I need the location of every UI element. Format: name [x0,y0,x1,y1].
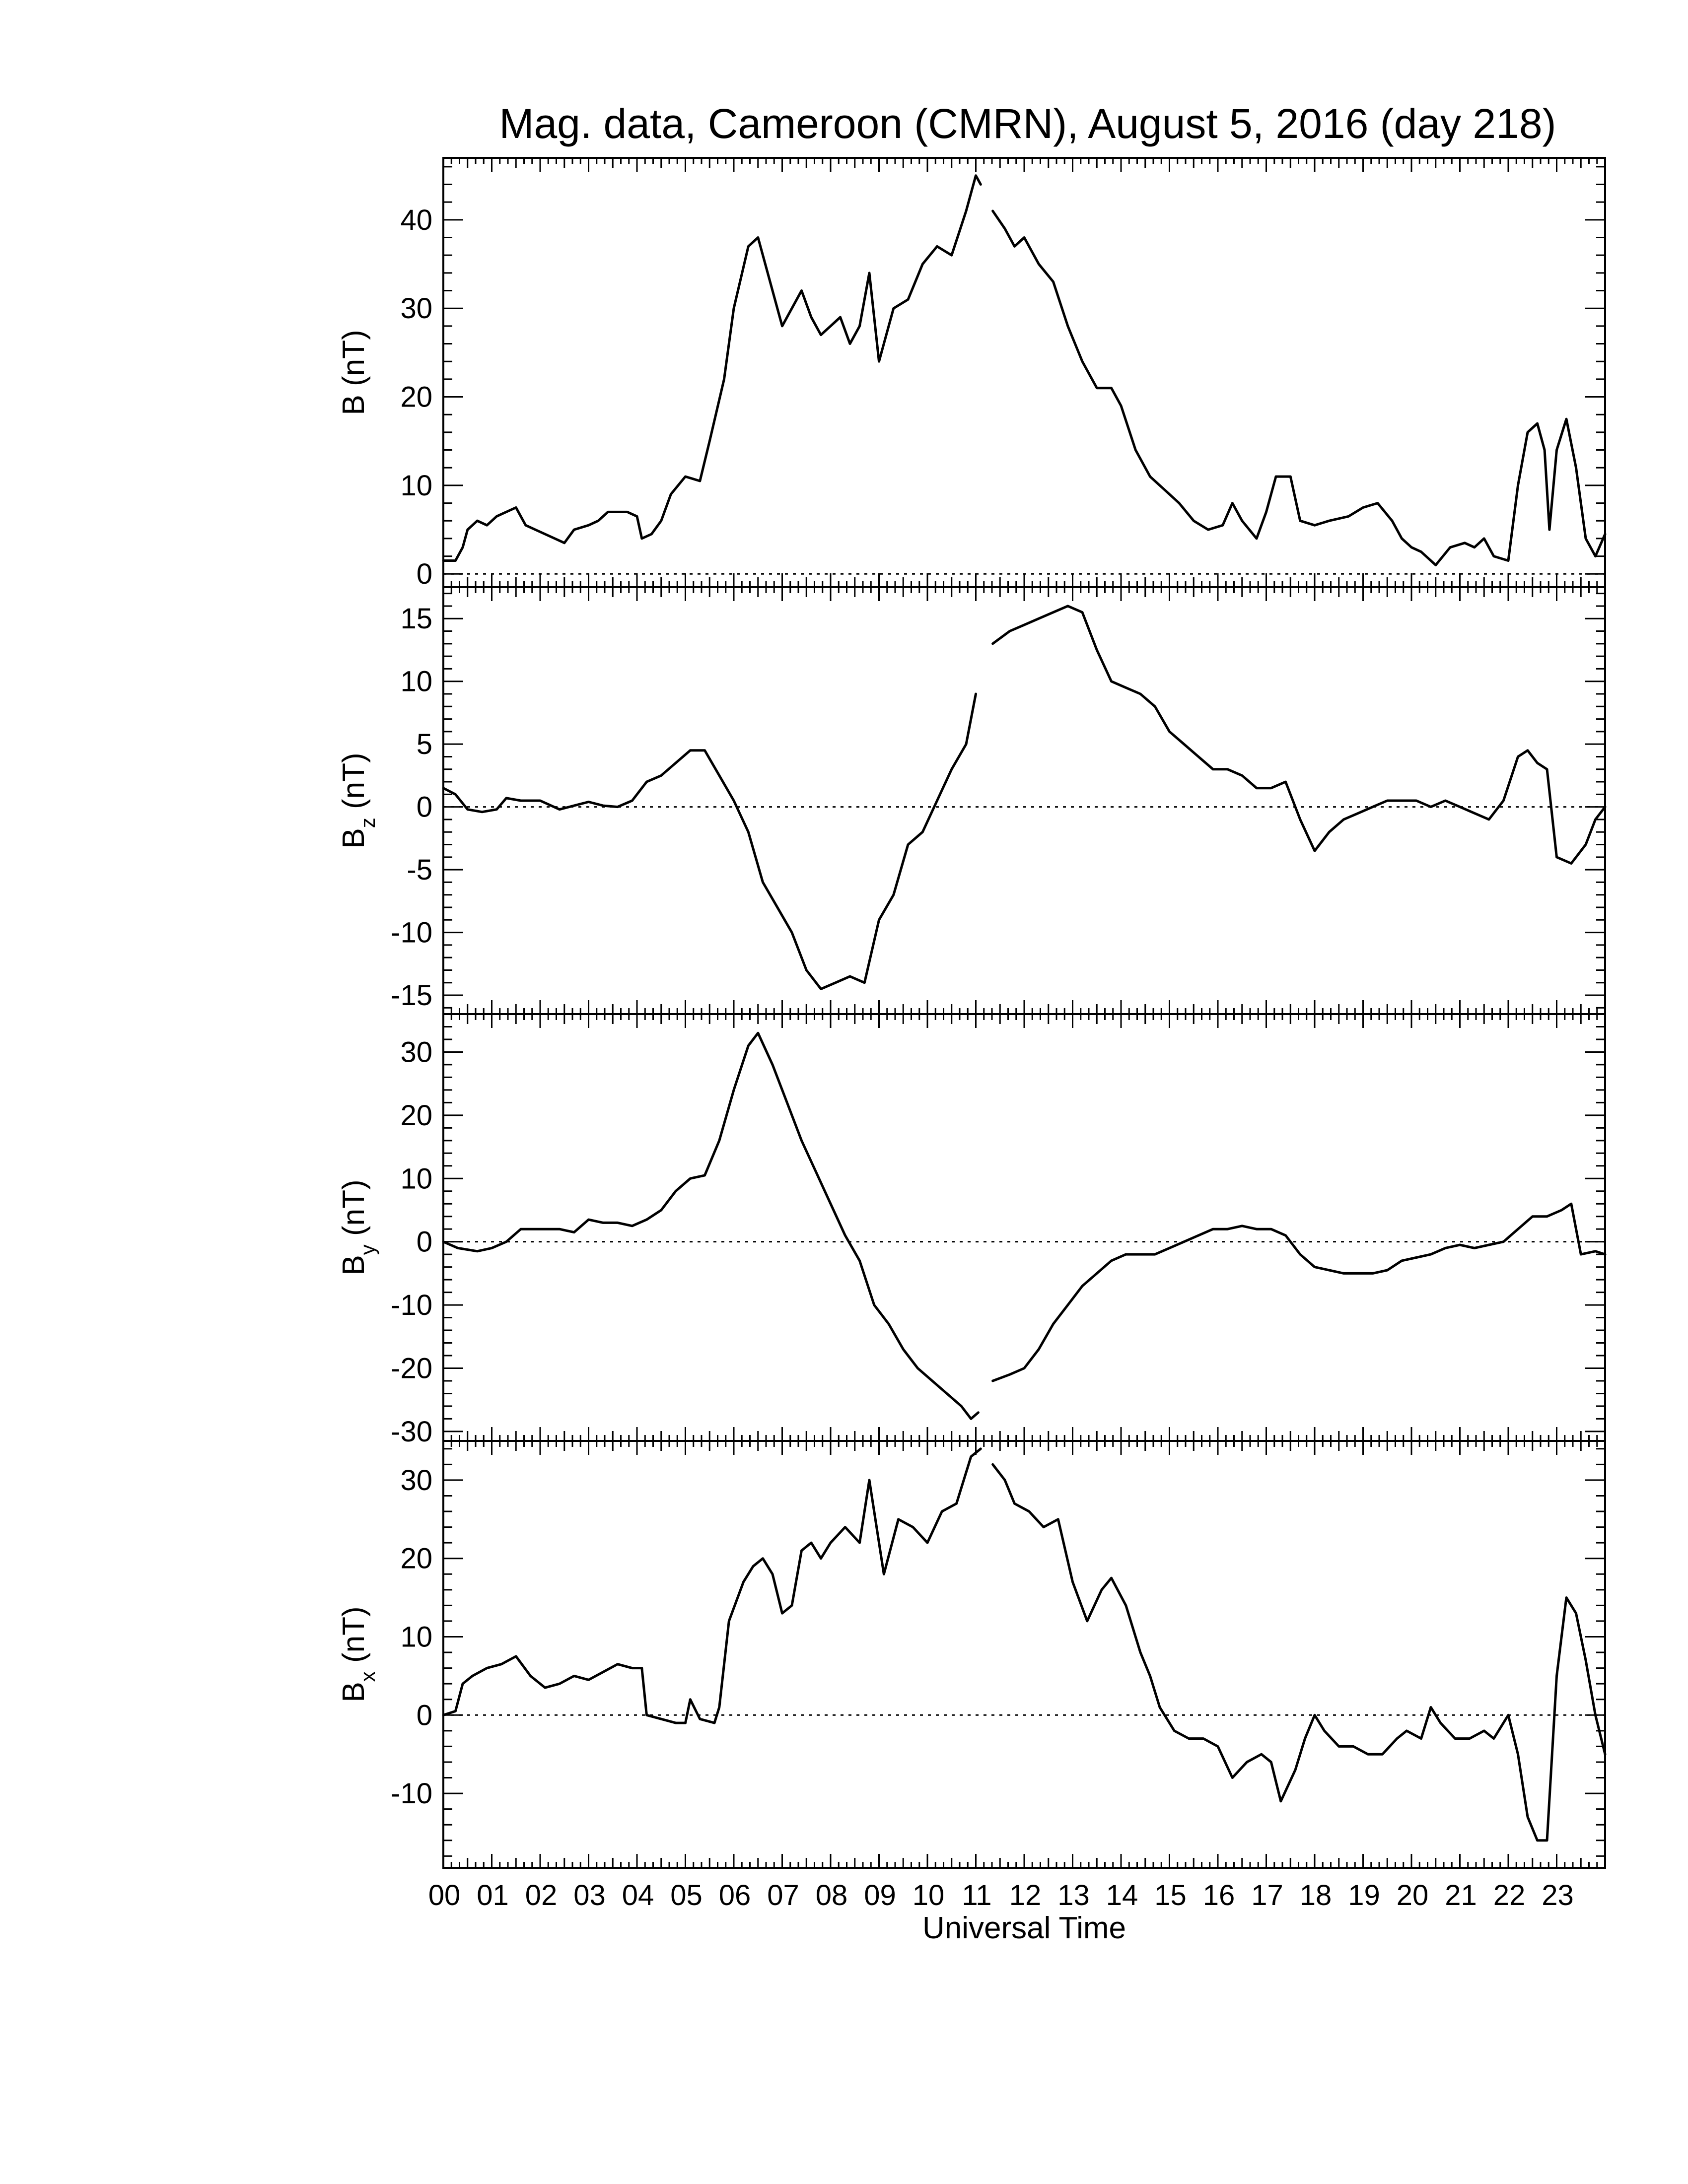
x-tick-label: 18 [1300,1879,1332,1911]
x-tick-label: 19 [1348,1879,1380,1911]
y-tick-label: 20 [400,1099,432,1132]
y-tick-label: 10 [400,666,432,698]
series-line-bz-segment-1 [442,692,977,990]
x-tick-label: 12 [1009,1879,1042,1911]
x-tick-label: 10 [913,1879,945,1911]
x-tick-label: 15 [1154,1879,1187,1911]
x-tick-label: 03 [573,1879,606,1911]
panel-b: 0 10 20 30 40 B (nT) [337,157,1607,590]
y-tick-label: 0 [417,1699,432,1731]
y-axis-label: By (nT) [337,1179,379,1275]
series-line-bz-segment-2 [991,605,1607,865]
x-tick-label: 16 [1203,1879,1235,1911]
series-line-by-segment-1 [442,1031,980,1420]
x-tick-label: 13 [1057,1879,1090,1911]
y-tick-label: -20 [391,1352,432,1384]
y-axis-label: Bz (nT) [337,752,379,848]
panel-bz: -15 -10 -5 0 5 10 15 Bz (nT) [337,586,1607,1015]
x-tick-label: 20 [1397,1879,1429,1911]
y-tick-label: 10 [400,470,432,502]
panel-frame [442,157,1606,588]
y-tick-label: -10 [391,1777,432,1810]
x-tick-label: 21 [1445,1879,1477,1911]
y-tick-label: -10 [391,1289,432,1321]
y-tick-label: 20 [400,1543,432,1575]
x-tick-label: 09 [864,1879,896,1911]
x-tick-label: 04 [622,1879,654,1911]
y-tick-label: 20 [400,381,432,413]
series-line-by-segment-2 [991,1202,1607,1382]
x-tick-label: 01 [477,1879,509,1911]
y-tick-label: 15 [400,603,432,635]
x-tick-label: 11 [962,1879,991,1911]
y-tick-label: -15 [391,979,432,1012]
y-tick-label: -5 [407,854,432,886]
series-line-bx-segment-2 [991,1463,1607,1842]
panel-bx: -10 0 10 20 30 Bx (nT) [337,1440,1607,1869]
panel-by: -30 -20 -10 0 10 20 30 By (nT) [337,1013,1607,1448]
x-tick-label: 05 [670,1879,703,1911]
x-tick-label: 22 [1493,1879,1526,1911]
x-tick-label: 02 [525,1879,558,1911]
x-tick-label: 07 [767,1879,799,1911]
y-tick-label: 0 [417,791,432,823]
series-line-b-segment-1 [442,174,982,562]
x-tick-label: 06 [719,1879,751,1911]
x-axis-label: Universal Time [922,1911,1126,1945]
y-tick-label: 30 [400,1036,432,1068]
y-tick-label: -30 [391,1416,432,1448]
x-tick-label: 17 [1251,1879,1283,1911]
series-line-b-segment-2 [991,209,1607,566]
y-tick-label: 5 [417,728,432,760]
y-tick-label: 10 [400,1621,432,1653]
panel-frame [442,1013,1606,1442]
x-tick-label: 08 [816,1879,848,1911]
x-tick-label: 23 [1542,1879,1574,1911]
y-tick-label: 40 [400,204,432,236]
x-tick-labels: 00 01 02 03 04 05 06 07 08 09 10 11 12 13 14 15 16 17 18 19… [428,1879,1574,1911]
y-axis-label: B (nT) [337,330,371,415]
y-tick-label: -10 [391,917,432,949]
series-line-bx-segment-1 [442,1447,982,1724]
x-tick-label: 14 [1106,1879,1138,1911]
y-tick-label: 30 [400,292,432,325]
y-tick-label: 0 [417,558,432,590]
x-tick-label: 00 [428,1879,461,1911]
y-axis-label: Bx (nT) [337,1606,379,1702]
y-tick-label: 0 [417,1226,432,1258]
chart-title: Mag. data, Cameroon (CMRN), August 5, 20… [499,100,1556,147]
y-tick-label: 10 [400,1162,432,1195]
y-tick-label: 30 [400,1464,432,1497]
panel-frame [442,586,1606,1015]
panel-frame [442,1440,1606,1869]
